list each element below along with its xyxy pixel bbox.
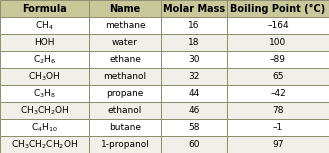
Text: ethane: ethane — [109, 55, 141, 64]
Text: 60: 60 — [189, 140, 200, 149]
Bar — [161, 17, 227, 34]
Bar — [0, 102, 89, 119]
Bar — [161, 0, 227, 17]
Bar — [89, 68, 161, 85]
Text: 100: 100 — [269, 38, 287, 47]
Text: Molar Mass: Molar Mass — [163, 4, 225, 13]
Bar — [89, 34, 161, 51]
Bar — [89, 136, 161, 153]
Text: ethanol: ethanol — [108, 106, 142, 115]
Text: methane: methane — [105, 21, 145, 30]
Text: CH$_4$: CH$_4$ — [35, 19, 54, 32]
Bar — [0, 119, 89, 136]
Text: –164: –164 — [267, 21, 289, 30]
Text: 1-propanol: 1-propanol — [101, 140, 149, 149]
Bar — [227, 136, 329, 153]
Bar — [0, 0, 89, 17]
Text: 58: 58 — [189, 123, 200, 132]
Bar — [0, 136, 89, 153]
Bar — [161, 34, 227, 51]
Bar — [89, 102, 161, 119]
Bar — [227, 68, 329, 85]
Text: C$_3$H$_8$: C$_3$H$_8$ — [33, 87, 56, 100]
Bar — [89, 0, 161, 17]
Text: C$_4$H$_{10}$: C$_4$H$_{10}$ — [31, 121, 58, 134]
Text: 32: 32 — [189, 72, 200, 81]
Bar — [0, 85, 89, 102]
Bar — [227, 17, 329, 34]
Text: –1: –1 — [273, 123, 283, 132]
Bar — [89, 119, 161, 136]
Bar — [227, 0, 329, 17]
Text: CH$_3$CH$_2$CH$_2$OH: CH$_3$CH$_2$CH$_2$OH — [11, 138, 78, 151]
Bar — [89, 85, 161, 102]
Text: 78: 78 — [272, 106, 284, 115]
Text: methanol: methanol — [103, 72, 147, 81]
Text: –89: –89 — [270, 55, 286, 64]
Bar — [0, 17, 89, 34]
Text: Name: Name — [110, 4, 140, 13]
Bar — [89, 51, 161, 68]
Text: 30: 30 — [189, 55, 200, 64]
Bar — [0, 68, 89, 85]
Bar — [161, 102, 227, 119]
Bar — [0, 51, 89, 68]
Text: 65: 65 — [272, 72, 284, 81]
Text: HOH: HOH — [34, 38, 55, 47]
Text: C$_2$H$_6$: C$_2$H$_6$ — [33, 53, 56, 66]
Bar — [89, 17, 161, 34]
Bar — [227, 102, 329, 119]
Bar — [227, 85, 329, 102]
Text: –42: –42 — [270, 89, 286, 98]
Bar — [161, 68, 227, 85]
Text: 16: 16 — [189, 21, 200, 30]
Bar — [227, 51, 329, 68]
Text: 97: 97 — [272, 140, 284, 149]
Bar — [0, 34, 89, 51]
Text: propane: propane — [106, 89, 144, 98]
Bar — [161, 136, 227, 153]
Text: water: water — [112, 38, 138, 47]
Text: Boiling Point (°C): Boiling Point (°C) — [230, 4, 326, 13]
Text: 44: 44 — [189, 89, 200, 98]
Text: CH$_3$CH$_2$OH: CH$_3$CH$_2$OH — [19, 104, 69, 117]
Bar — [161, 51, 227, 68]
Text: butane: butane — [109, 123, 141, 132]
Bar — [161, 85, 227, 102]
Text: 46: 46 — [189, 106, 200, 115]
Bar — [161, 119, 227, 136]
Text: Formula: Formula — [22, 4, 67, 13]
Bar — [227, 119, 329, 136]
Bar — [227, 34, 329, 51]
Text: 18: 18 — [189, 38, 200, 47]
Text: CH$_3$OH: CH$_3$OH — [28, 70, 61, 83]
